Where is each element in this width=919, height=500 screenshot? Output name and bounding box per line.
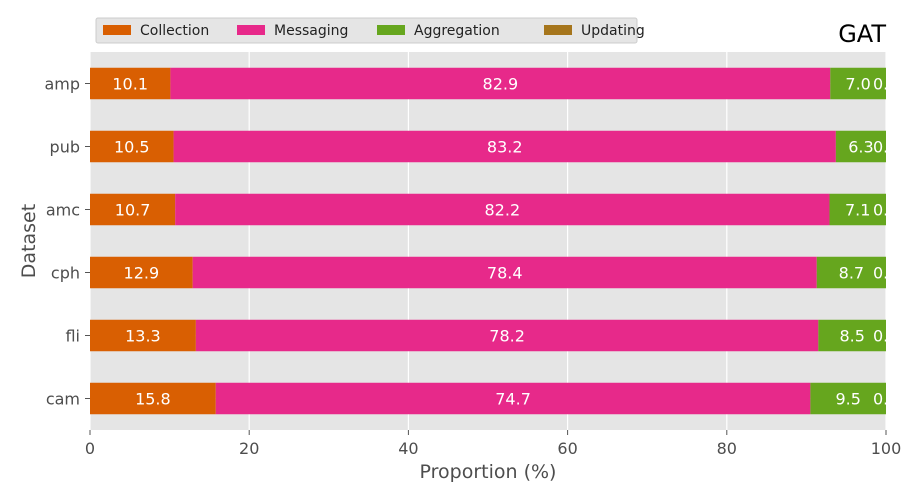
- y-tick-label-amp: amp: [44, 75, 80, 94]
- y-tick-label-cph: cph: [51, 264, 80, 283]
- data-label-pub-messaging: 83.2: [487, 138, 523, 157]
- data-label-amc-updating: 0.: [873, 201, 888, 220]
- y-axis-label: Dataset: [18, 204, 40, 278]
- bar-cph-aggregation: [816, 256, 886, 289]
- bar-cam-collection: [90, 382, 216, 415]
- data-label-fli-collection: 13.3: [125, 327, 161, 346]
- data-label-cam-updating: 0.: [873, 390, 888, 409]
- bar-pub-messaging: [173, 130, 836, 163]
- bar-cam-aggregation: [810, 382, 886, 415]
- x-tick-label-1: 20: [239, 439, 259, 458]
- legend-label-messaging: Messaging: [274, 23, 348, 39]
- bar-amc-messaging: [175, 193, 830, 226]
- bar-fli-aggregation: [818, 319, 886, 352]
- data-label-cph-aggregation: 8.7: [839, 264, 864, 283]
- x-tick-label-5: 100: [871, 439, 902, 458]
- bar-amp-collection: [90, 67, 171, 100]
- x-axis-ticks: 0 20 40 60 80 100: [85, 430, 901, 458]
- plot-background: [90, 52, 886, 430]
- chart-title: GAT: [838, 20, 886, 48]
- legend-swatch-messaging: [237, 25, 265, 35]
- y-tick-label-amc: amc: [46, 201, 80, 220]
- data-label-cam-messaging: 74.7: [495, 390, 531, 409]
- data-labels-group: 10.1 82.9 7.0 0.10.5 83.2 6.3 0.10.7 82.2 7.1 0.1…: [112, 75, 888, 409]
- legend-swatch-updating: [544, 25, 572, 35]
- legend-label-updating: Updating: [581, 23, 645, 39]
- data-label-amp-collection: 10.1: [112, 75, 148, 94]
- bar-fli-messaging: [195, 319, 819, 352]
- data-label-amp-messaging: 82.9: [483, 75, 519, 94]
- bar-pub-collection: [90, 130, 174, 163]
- x-tick-label-3: 60: [557, 439, 577, 458]
- data-label-fli-updating: 0.: [873, 327, 888, 346]
- y-tick-label-fli: fli: [65, 327, 80, 346]
- y-tick-label-pub: pub: [50, 138, 80, 157]
- data-label-fli-messaging: 78.2: [489, 327, 525, 346]
- bars-group: [90, 67, 886, 415]
- legend-frame: [95, 17, 638, 44]
- bar-cph-messaging: [192, 256, 817, 289]
- x-tick-label-4: 80: [717, 439, 737, 458]
- data-label-amc-collection: 10.7: [115, 201, 151, 220]
- data-label-pub-collection: 10.5: [114, 138, 150, 157]
- data-label-pub-updating: 0.: [873, 138, 888, 157]
- legend-label-collection: Collection: [140, 23, 209, 39]
- data-label-amc-aggregation: 7.1: [845, 201, 870, 220]
- bar-amp-aggregation: [830, 67, 886, 100]
- bar-amc-aggregation: [829, 193, 886, 226]
- x-tick-label-0: 0: [85, 439, 95, 458]
- bar-pub-aggregation: [835, 130, 886, 163]
- data-label-cph-updating: 0.: [873, 264, 888, 283]
- data-label-pub-aggregation: 6.3: [848, 138, 873, 157]
- legend-swatch-collection: [103, 25, 131, 35]
- data-label-amp-aggregation: 7.0: [845, 75, 870, 94]
- y-axis-ticks: amp pub amc cph fli cam: [44, 75, 90, 409]
- x-axis-label: Proportion (%): [420, 461, 557, 483]
- bar-cam-messaging: [215, 382, 811, 415]
- bar-amc-collection: [90, 193, 176, 226]
- legend-label-aggregation: Aggregation: [414, 23, 500, 39]
- data-label-cph-messaging: 78.4: [487, 264, 523, 283]
- legend: Collection Messaging Aggregation Updating: [95, 17, 645, 44]
- bar-amp-messaging: [170, 67, 831, 100]
- data-label-cam-aggregation: 9.5: [835, 390, 860, 409]
- y-tick-label-cam: cam: [46, 390, 80, 409]
- bar-cph-collection: [90, 256, 193, 289]
- data-label-amc-messaging: 82.2: [485, 201, 521, 220]
- data-label-cam-collection: 15.8: [135, 390, 171, 409]
- data-label-cph-collection: 12.9: [124, 264, 160, 283]
- data-label-fli-aggregation: 8.5: [839, 327, 864, 346]
- bar-fli-collection: [90, 319, 196, 352]
- legend-swatch-aggregation: [377, 25, 405, 35]
- data-label-amp-updating: 0.: [873, 75, 888, 94]
- x-tick-label-2: 40: [398, 439, 418, 458]
